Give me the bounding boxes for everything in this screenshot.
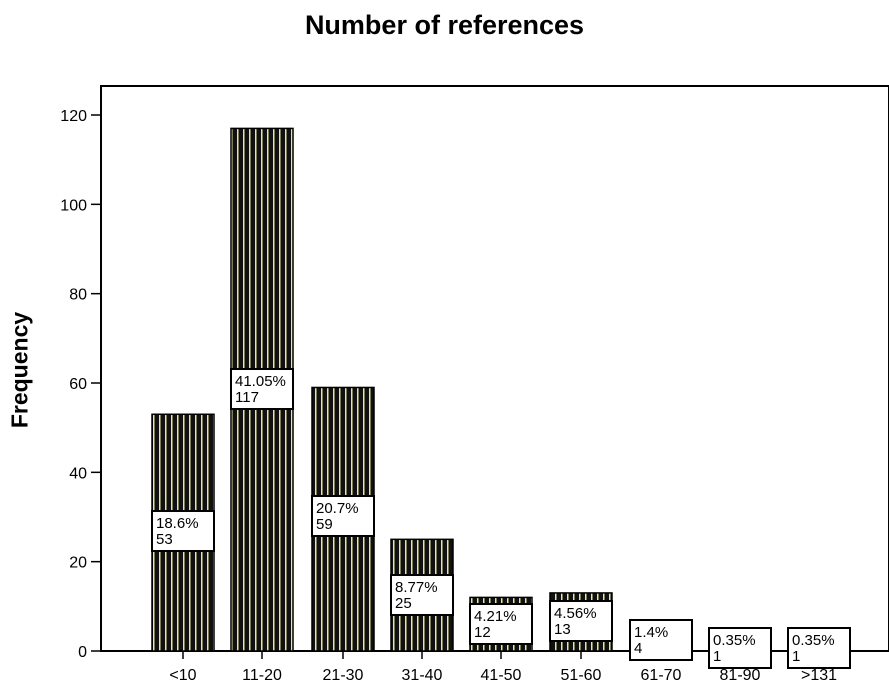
x-tick-label: 11-20	[242, 667, 282, 684]
data-label-percent: 8.77%	[395, 579, 438, 596]
x-tick-label: <10	[169, 667, 196, 684]
x-tick-label: 61-70	[641, 667, 682, 684]
data-label-count: 59	[316, 516, 333, 533]
data-label-box	[390, 574, 454, 616]
data-label-box	[469, 603, 533, 645]
chart-title: Number of references	[304, 10, 585, 40]
data-label-box	[787, 627, 851, 669]
data-label-box	[151, 510, 215, 552]
y-tick-label: 20	[69, 555, 87, 572]
data-label-count: 1	[792, 648, 800, 665]
data-label-percent: 0.35%	[713, 632, 756, 649]
data-label-box	[311, 495, 375, 537]
data-label-box	[629, 619, 693, 661]
data-label-count: 4	[634, 640, 642, 657]
x-tick-label: 41-50	[481, 667, 522, 684]
data-label-percent: 20.7%	[316, 500, 359, 517]
x-tick-label: 51-60	[561, 667, 602, 684]
x-tick-label: 21-30	[323, 667, 364, 684]
data-label-percent: 18.6%	[156, 515, 199, 532]
data-label-box	[549, 600, 613, 642]
data-label-box	[230, 368, 294, 410]
data-label-percent: 41.05%	[235, 373, 286, 390]
data-label-count: 25	[395, 595, 412, 612]
data-label-percent: 4.21%	[474, 608, 517, 625]
x-tick-label: >131	[801, 667, 837, 684]
y-tick-label: 100	[60, 197, 87, 214]
data-label-count: 12	[474, 624, 491, 641]
data-label-count: 117	[235, 389, 259, 406]
y-tick-label: 120	[60, 108, 87, 125]
data-label-count: 1	[713, 648, 721, 665]
y-tick-label: 40	[69, 465, 87, 482]
plot-frame	[100, 85, 889, 652]
x-tick-label: 81-90	[720, 667, 761, 684]
y-tick-label: 0	[78, 644, 87, 661]
data-label-box	[708, 627, 772, 669]
data-label-percent: 0.35%	[792, 632, 835, 649]
data-label-count: 13	[554, 621, 571, 638]
data-label-percent: 1.4%	[634, 624, 668, 641]
y-tick-label: 60	[69, 376, 87, 393]
data-label-count: 53	[156, 531, 173, 548]
y-tick-label: 80	[69, 287, 87, 304]
data-label-percent: 4.56%	[554, 605, 597, 622]
x-tick-label: 31-40	[402, 667, 443, 684]
